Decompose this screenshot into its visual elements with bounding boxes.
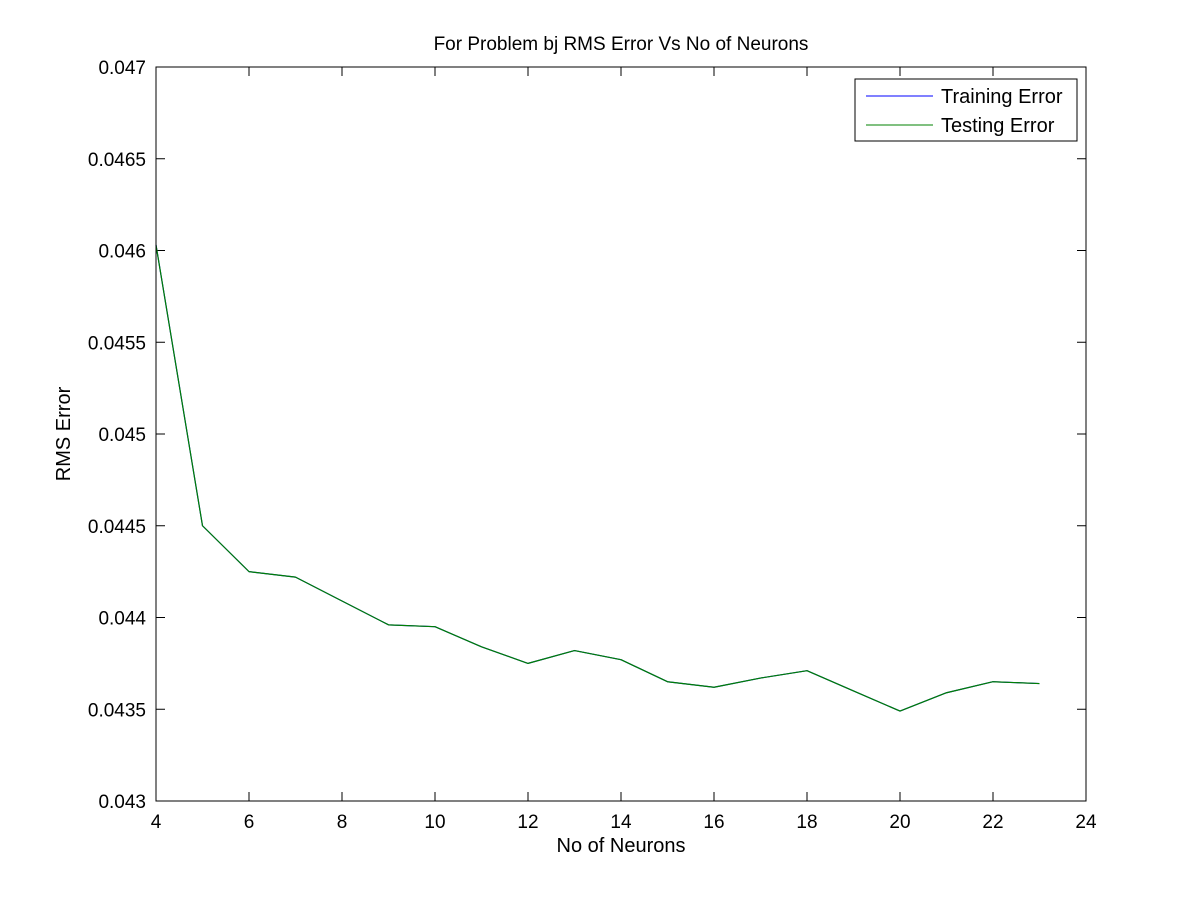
y-tick-label: 0.0435 bbox=[88, 700, 146, 721]
x-axis-ticks: 4 6 8 10 12 14 16 18 20 22 24 bbox=[151, 67, 1097, 833]
x-tick-label: 24 bbox=[1075, 812, 1097, 833]
y-tick-label: 0.045 bbox=[98, 425, 146, 446]
legend-label-testing-error: Testing Error bbox=[941, 115, 1055, 137]
y-tick-label: 0.044 bbox=[98, 609, 146, 630]
x-tick-label: 16 bbox=[703, 812, 724, 833]
y-tick-label: 0.046 bbox=[98, 242, 146, 263]
x-tick-label: 8 bbox=[337, 812, 348, 833]
series-layer bbox=[155, 244, 1040, 712]
x-axis-label: No of Neurons bbox=[557, 835, 686, 857]
y-tick-label: 0.0445 bbox=[88, 517, 146, 538]
y-axis-ticks: 0.043 0.0435 0.044 0.0445 0.045 0.0455 0.046 0.… bbox=[88, 58, 1086, 813]
x-tick-label: 4 bbox=[151, 812, 162, 833]
axes-box bbox=[155, 66, 1087, 802]
y-tick-label: 0.0455 bbox=[88, 333, 146, 354]
x-tick-label: 20 bbox=[889, 812, 910, 833]
x-tick-label: 12 bbox=[517, 812, 538, 833]
legend-box bbox=[854, 78, 1078, 142]
x-tick-label: 6 bbox=[244, 812, 255, 833]
x-tick-label: 18 bbox=[796, 812, 817, 833]
y-tick-label: 0.0465 bbox=[88, 150, 146, 171]
chart-title: For Problem bj RMS Error Vs No of Neuron… bbox=[434, 34, 809, 55]
x-tick-label: 10 bbox=[424, 812, 445, 833]
y-tick-label: 0.043 bbox=[98, 792, 146, 813]
y-axis-label: RMS Error bbox=[53, 386, 75, 481]
legend: Training Error Testing Error bbox=[854, 78, 1078, 142]
y-tick-label: 0.047 bbox=[98, 58, 146, 79]
x-tick-label: 22 bbox=[982, 812, 1003, 833]
series-line-testing-error bbox=[155, 244, 1040, 712]
plot-area bbox=[156, 67, 1086, 801]
legend-label-training-error: Training Error bbox=[941, 86, 1063, 108]
x-tick-label: 14 bbox=[610, 812, 632, 833]
